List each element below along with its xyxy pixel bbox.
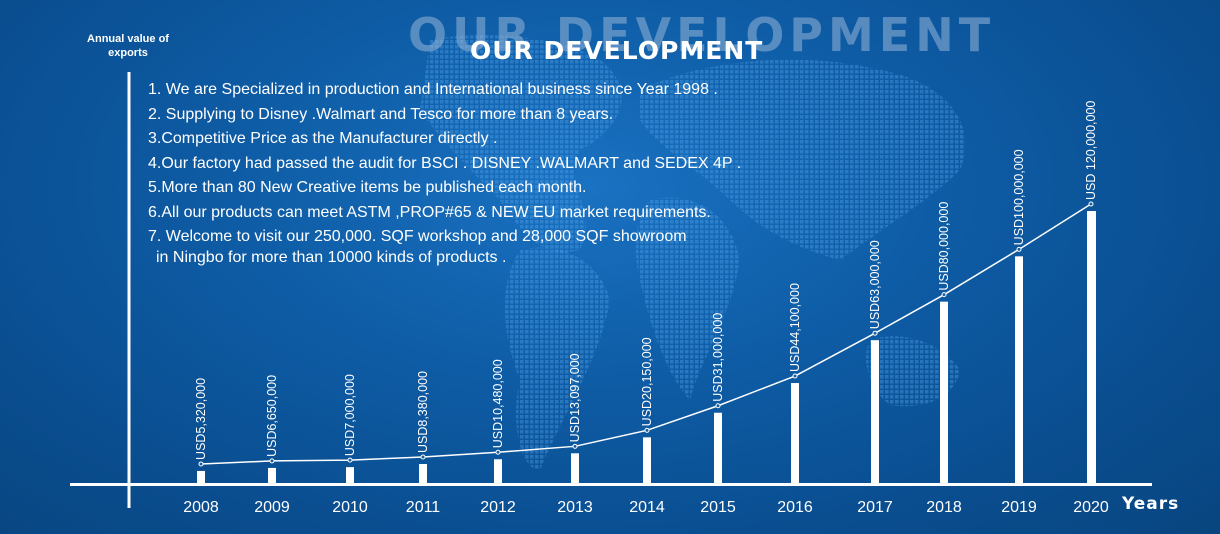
bar-2016	[791, 383, 799, 483]
bar-2008	[197, 470, 205, 483]
bar-2017	[871, 340, 879, 483]
data-label-2008: USD5,320,000	[194, 378, 208, 460]
trend-point-2017	[872, 330, 878, 336]
y-axis-label: Annual value of exports	[87, 33, 169, 59]
trend-point-2013	[572, 443, 578, 449]
trend-point-2018	[941, 292, 947, 298]
bar-2020	[1087, 211, 1096, 483]
feature-item: 5.More than 80 New Creative items be pub…	[148, 179, 587, 196]
data-label-2013: USD13,097,000	[568, 353, 582, 442]
trend-point-2008	[198, 461, 204, 467]
trend-point-2014	[644, 427, 650, 433]
feature-item: 6.All our products can meet ASTM ,PROP#6…	[148, 203, 711, 221]
data-label-2010: USD7,000,000	[343, 374, 357, 456]
feature-item-continued: in Ningbo for more than 10000 kinds of p…	[156, 248, 507, 266]
x-tick-2008: 2008	[183, 499, 219, 516]
x-tick-2016: 2016	[777, 499, 813, 516]
x-tick-2015: 2015	[700, 499, 736, 516]
data-label-2018: USD80,000,000	[937, 202, 951, 291]
x-tick-2017: 2017	[857, 499, 893, 516]
bar-2018	[940, 301, 948, 483]
data-label-2017: USD63,000,000	[868, 240, 882, 329]
x-tick-2020: 2020	[1073, 499, 1109, 516]
feature-item: 2. Supplying to Disney .Walmart and Tesc…	[148, 105, 614, 123]
trend-point-2010	[347, 457, 353, 463]
data-label-2019: USD100,000,000	[1012, 149, 1026, 245]
bar-2010	[346, 467, 354, 483]
feature-item: 4.Our factory had passed the audit for B…	[148, 154, 742, 172]
bar-2009	[268, 467, 276, 483]
x-tick-2019: 2019	[1001, 499, 1037, 516]
feature-item: 3.Competitive Price as the Manufacturer …	[148, 130, 498, 147]
x-tick-2013: 2013	[557, 499, 593, 516]
x-axis-label: Years	[1122, 494, 1180, 514]
bar-2011	[419, 464, 427, 483]
bar-2013	[571, 453, 579, 483]
background-title: OUR DEVELOPMENT	[408, 8, 996, 62]
feature-list: 1. We are Specialized in production and …	[148, 78, 741, 270]
page-title: OUR DEVELOPMENT	[470, 36, 764, 65]
x-tick-2009: 2009	[254, 499, 290, 516]
trend-point-2011	[420, 454, 426, 460]
data-label-2011: USD8,380,000	[416, 371, 430, 453]
data-label-2012: USD10,480,000	[491, 359, 505, 448]
trend-point-2016	[792, 373, 798, 379]
data-label-2020: USD 120,000,000	[1084, 101, 1098, 200]
feature-item: 1. We are Specialized in production and …	[148, 81, 718, 98]
bar-2012	[494, 459, 502, 483]
data-label-2009: USD6,650,000	[265, 375, 279, 457]
data-label-2014: USD20,150,000	[640, 337, 654, 426]
bar-2014	[643, 437, 651, 483]
trend-point-2019	[1016, 246, 1022, 252]
x-tick-2012: 2012	[480, 499, 516, 516]
data-label-2016: USD44,100,000	[788, 283, 802, 372]
trend-point-2012	[495, 449, 501, 455]
feature-item: 7. Welcome to visit our 250,000. SQF wor…	[148, 228, 687, 245]
x-tick-2018: 2018	[926, 499, 962, 516]
trend-point-2009	[269, 458, 275, 464]
trend-point-2015	[715, 403, 721, 409]
x-tick-2014: 2014	[629, 499, 665, 516]
bar-2015	[714, 412, 722, 483]
trend-point-2020	[1088, 201, 1094, 207]
bar-2019	[1015, 256, 1023, 483]
data-label-2015: USD31,000,000	[711, 313, 725, 402]
x-tick-2010: 2010	[332, 499, 368, 516]
x-tick-2011: 2011	[406, 499, 441, 516]
